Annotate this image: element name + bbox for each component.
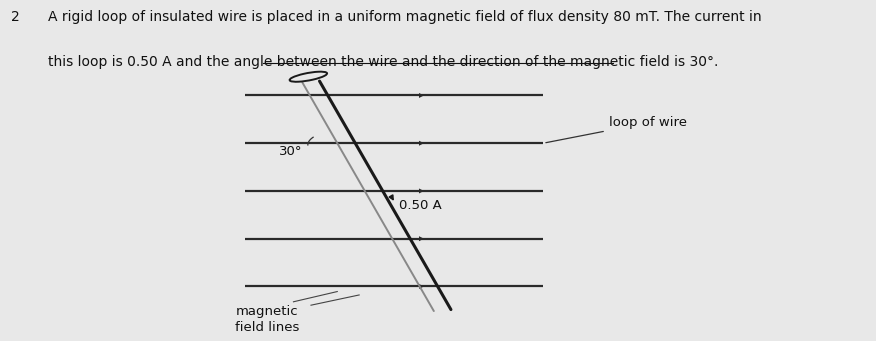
Text: 2: 2 <box>11 10 19 24</box>
Text: 30°: 30° <box>279 145 302 158</box>
Text: this loop is 0.50 A and the angle between the wire and the direction of the magn: this loop is 0.50 A and the angle betwee… <box>48 55 718 69</box>
Text: A rigid loop of insulated wire is placed in a uniform magnetic field of flux den: A rigid loop of insulated wire is placed… <box>48 10 762 24</box>
Point <box>608 61 618 65</box>
Text: 0.50 A: 0.50 A <box>399 199 442 212</box>
Text: loop of wire: loop of wire <box>546 116 687 143</box>
Text: magnetic
field lines: magnetic field lines <box>235 305 300 334</box>
Point <box>258 61 268 65</box>
